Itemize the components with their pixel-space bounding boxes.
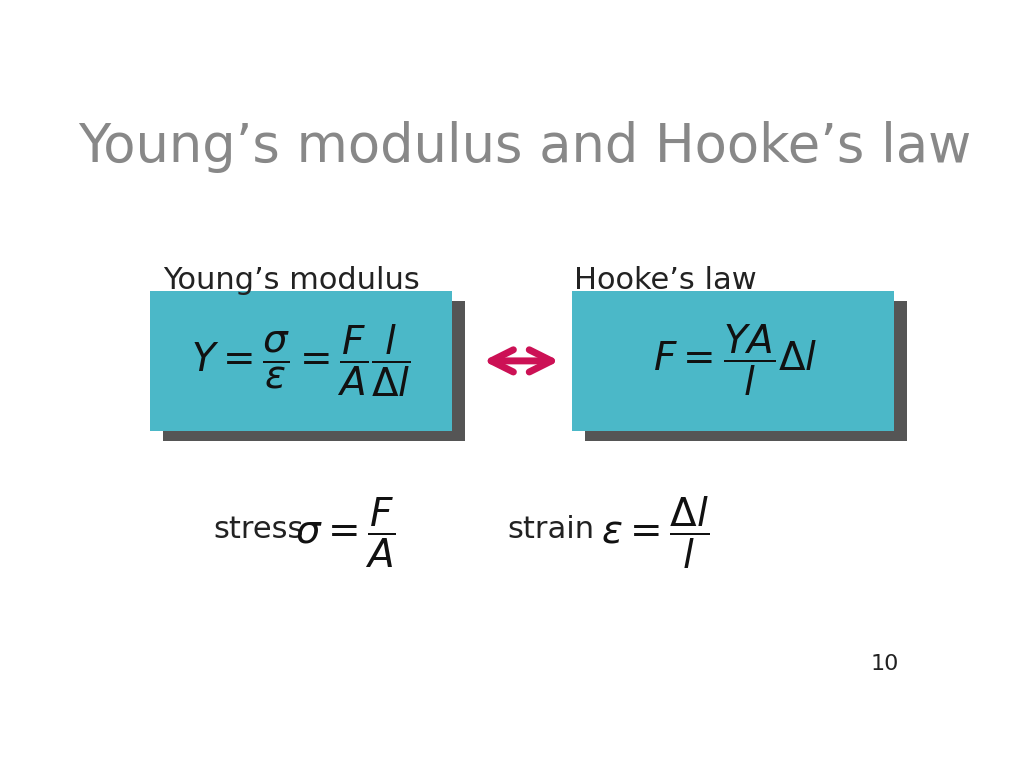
FancyBboxPatch shape [150,291,452,431]
Text: $Y = \dfrac{\sigma}{\epsilon} = \dfrac{F}{A}\dfrac{l}{\Delta l}$: $Y = \dfrac{\sigma}{\epsilon} = \dfrac{F… [191,323,411,399]
FancyBboxPatch shape [572,291,894,431]
Text: $\sigma = \dfrac{F}{A}$: $\sigma = \dfrac{F}{A}$ [295,496,395,571]
FancyArrowPatch shape [492,349,552,372]
Text: strain: strain [508,515,595,544]
FancyBboxPatch shape [586,301,907,441]
Text: Hooke’s law: Hooke’s law [573,266,757,295]
Text: Young’s modulus and Hooke’s law: Young’s modulus and Hooke’s law [78,121,972,174]
FancyBboxPatch shape [163,301,465,441]
Text: stress: stress [213,515,304,544]
Text: 10: 10 [870,654,899,674]
Text: Young’s modulus: Young’s modulus [163,266,420,295]
Text: $F = \dfrac{YA}{l}\Delta l$: $F = \dfrac{YA}{l}\Delta l$ [652,323,817,399]
Text: $\epsilon = \dfrac{\Delta l}{l}$: $\epsilon = \dfrac{\Delta l}{l}$ [601,495,709,571]
